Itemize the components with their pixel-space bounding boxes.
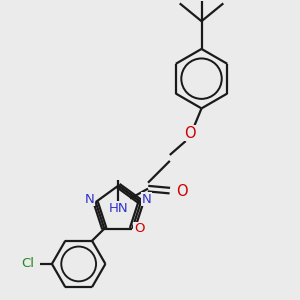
Text: N: N — [85, 193, 94, 206]
Text: O: O — [176, 184, 188, 199]
Text: Cl: Cl — [22, 257, 34, 270]
Text: O: O — [184, 126, 195, 141]
Text: HN: HN — [109, 202, 128, 215]
Text: O: O — [134, 222, 145, 235]
Text: N: N — [142, 193, 152, 206]
